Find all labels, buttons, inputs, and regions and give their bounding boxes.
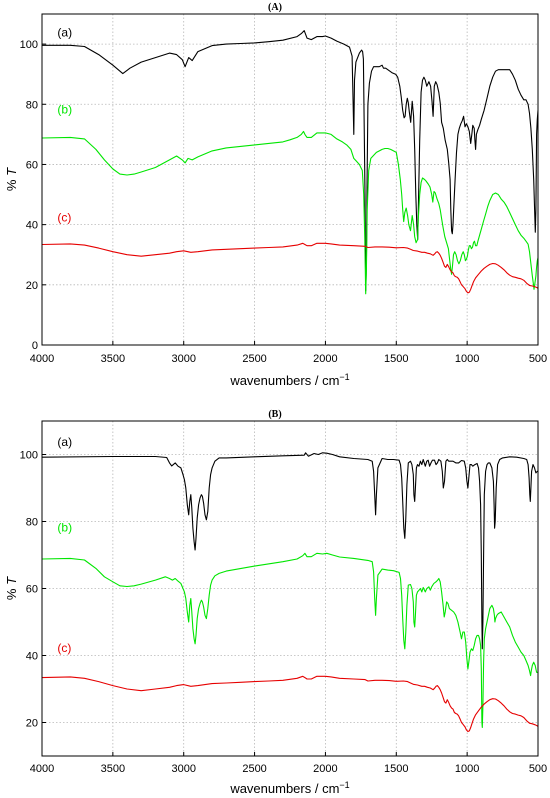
panel-a-x-axis-label-text: wavenumbers / cm [229,373,339,388]
panel-b-x-tick-label: 1500 [384,763,408,775]
panel-b-y-tick-label: 100 [20,450,38,462]
panel-a-x-axis-label: wavenumbers / cm−1 [229,372,349,388]
panel-b-y-axis-label-italic: T [4,576,19,585]
panel-a-series-b-line [41,130,539,295]
panel-b-y-tick-label: 60 [26,584,38,596]
panel-b-y-axis-label: % T [4,576,19,600]
panel-b-x-tick-label: 2500 [242,763,266,775]
panel-a-title: (A) [268,2,282,13]
panel-b-x-tick-label: 4000 [30,763,54,775]
panel-a-y-tick-label: 100 [20,39,38,51]
panel-b-series-c-label: (c) [57,641,71,655]
panel-a-x-tick-label: 3000 [171,353,195,365]
panel-a-y-axis-label-text: % [4,176,19,191]
panel-a-x-tick-label: 2000 [313,353,337,365]
panel-b-chart: (B) (a) (b) (c) 4000 3500 3000 2500 2000 1500 1000… [4,409,547,796]
panel-a-x-tick-label: 2500 [242,353,266,365]
panel-b-x-tick-label: 1000 [455,763,479,775]
panel-b-series-b-label: (b) [57,521,72,535]
panel-b-y-axis-label-text: % [4,585,19,600]
panel-b-series-c-line [41,675,539,733]
panel-a-x-tick-label: 500 [529,353,547,365]
panel-b-series-a-line [41,452,538,650]
panel-a-series-b-label: (b) [57,102,72,116]
panel-b-x-tick-label: 500 [529,763,547,775]
panel-a-plot-frame [41,13,539,346]
panel-b-x-axis-label-sup: −1 [339,780,349,790]
panel-a-series-a-label: (a) [57,26,72,40]
panel-b-y-tick-label: 40 [26,651,38,663]
panel-b-y-tick-label: 80 [26,517,38,529]
panel-a-x-tick-label: 1500 [384,353,408,365]
panel-a-y-axis-label-italic: T [4,167,19,176]
panel-a-y-axis-label: % T [4,167,19,191]
panel-a-x-tick-label: 4000 [30,353,54,365]
panel-b-x-tick-label: 2000 [313,763,337,775]
panel-a-y-tick-label: 80 [26,99,38,111]
panel-b-y-tick-label: 20 [26,718,38,730]
panel-a-y-tick-label: 40 [26,220,38,232]
panel-b-title: (B) [268,409,281,420]
panel-b-x-axis-label: wavenumbers / cm−1 [229,780,349,796]
panel-a-x-tick-label: 1000 [455,353,479,365]
panel-a-chart: (A)(a)(b)(c)4000 3500 3000 2500 2000 1500 1000… [4,2,547,388]
panel-a-y-tick-label: 20 [26,280,38,292]
panel-b-series-a-label: (a) [57,435,72,449]
panel-a-series-c-label: (c) [57,211,71,225]
panel-a-y-tick-label: 60 [26,159,38,171]
panel-a-series-c-line [41,242,539,294]
panel-b-x-tick-label: 3500 [101,763,125,775]
panel-b-x-axis-label-text: wavenumbers / cm [229,781,339,796]
panel-a-y-tick-label: 0 [32,340,38,352]
panel-b-x-tick-label: 3000 [171,763,195,775]
panel-a-x-axis-label-sup: −1 [339,372,349,382]
panel-a-x-tick-label: 3500 [101,353,125,365]
panel-b-series-b-line [41,552,538,729]
